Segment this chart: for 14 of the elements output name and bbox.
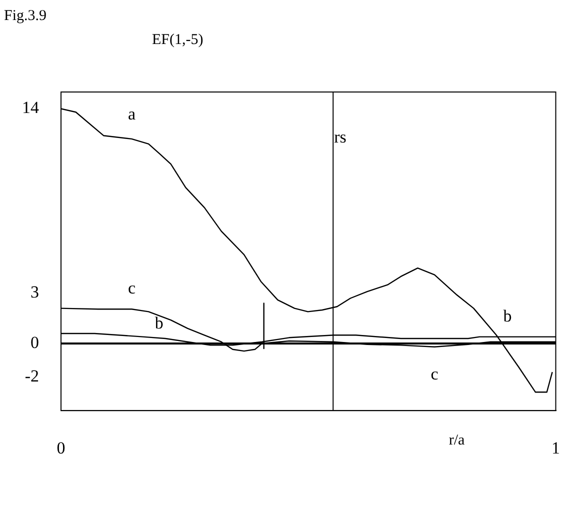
series-label: b (154, 313, 164, 332)
text: b (503, 306, 512, 326)
series-label: c (128, 278, 136, 298)
caption: Fig.3.9 (4, 8, 47, 24)
x-tick-label: 1 (552, 438, 560, 458)
y-tick-label: -2 (24, 366, 39, 386)
x-axis-title: r/a (448, 432, 466, 449)
y-tick-label: 0 (30, 332, 39, 352)
y-tick-label: 3 (30, 282, 39, 302)
chart-title: EF(1,-5) (152, 32, 204, 48)
text: c (430, 364, 438, 384)
ref-line-label: rs (334, 127, 346, 146)
y-tick-label: 14 (22, 98, 40, 118)
series-label: a (128, 104, 136, 124)
